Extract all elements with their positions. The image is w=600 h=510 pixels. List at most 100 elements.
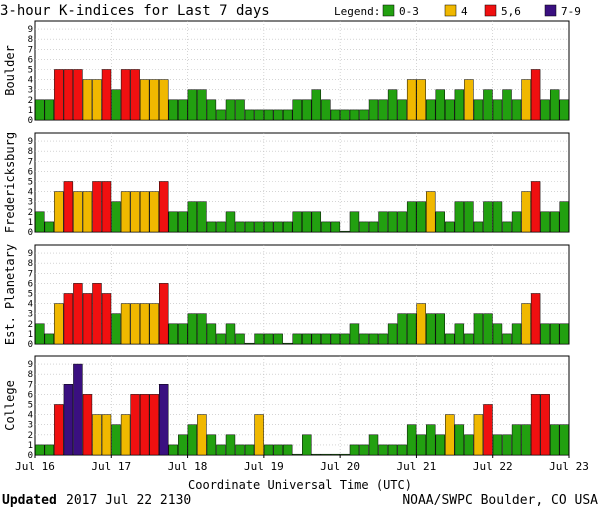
kp-bar — [73, 363, 83, 456]
kp-bar — [330, 453, 341, 456]
kp-bar — [216, 444, 226, 456]
kp-bar — [282, 109, 293, 121]
kp-bar — [159, 283, 169, 345]
kp-bar — [511, 424, 522, 456]
kp-bar — [35, 211, 45, 233]
kp-bar — [359, 444, 369, 456]
kp-bar — [321, 99, 331, 121]
kp-bar — [378, 333, 388, 345]
x-tick-label: Jul 16 — [15, 460, 55, 473]
kp-bar — [387, 211, 398, 233]
kp-bar — [340, 230, 350, 233]
kp-bar — [321, 333, 331, 345]
y-tick-label: 5 — [28, 177, 33, 187]
y-tick-label: 1 — [28, 441, 33, 451]
kp-bar — [397, 444, 407, 456]
kp-bar — [44, 444, 55, 456]
kp-bar — [464, 434, 474, 456]
kp-bar — [54, 404, 64, 456]
kp-bar — [63, 384, 74, 456]
legend-title: Legend: — [334, 5, 380, 18]
kp-bar — [120, 69, 131, 121]
kp-bar — [216, 221, 226, 233]
kp-bar — [292, 333, 302, 345]
kp-bar — [168, 323, 178, 345]
kp-bar — [311, 211, 322, 233]
kp-bar — [92, 414, 102, 456]
kp-bar — [159, 384, 169, 456]
x-tick-label: Jul 19 — [244, 460, 284, 473]
kp-bar — [349, 323, 360, 345]
kp-bar — [445, 414, 455, 456]
kp-bar — [311, 89, 322, 121]
kp-bar — [197, 89, 207, 121]
kp-bar — [101, 181, 112, 233]
kp-bar — [282, 444, 293, 456]
kp-bar — [178, 99, 188, 121]
kp-bar — [502, 333, 512, 345]
kp-bar — [149, 191, 159, 233]
kp-bar — [349, 211, 360, 233]
kp-bar — [159, 79, 169, 121]
kp-bar — [92, 181, 102, 233]
kp-bar — [359, 109, 369, 121]
kp-bar — [130, 303, 140, 345]
kp-bar — [368, 434, 379, 456]
kp-bar — [492, 323, 503, 345]
chart-legend: Legend: 0-3 4 5,6 7-9 — [334, 4, 581, 18]
y-tick-label: 9 — [28, 137, 33, 147]
y-tick-label: 4 — [28, 411, 33, 421]
kp-bar — [387, 323, 398, 345]
kp-bar — [54, 303, 64, 345]
kp-bar — [206, 99, 217, 121]
kp-bar — [54, 69, 64, 121]
kp-bar — [492, 434, 503, 456]
kp-bar — [35, 99, 45, 121]
kp-bar — [302, 333, 312, 345]
kp-bar — [225, 211, 236, 233]
y-tick-label: 5 — [28, 289, 33, 299]
kp-bar — [435, 313, 445, 345]
kp-bar — [397, 211, 407, 233]
kp-bar — [540, 99, 550, 121]
y-tick-label: 7 — [28, 157, 33, 167]
kp-bar — [63, 181, 74, 233]
chart-panels: 0123456789Boulder0123456789Fredericksbur… — [3, 20, 570, 461]
station-label: Fredericksburg — [3, 132, 17, 233]
kp-bar — [378, 211, 388, 233]
y-tick-label: 3 — [28, 310, 33, 320]
kp-bar — [559, 201, 569, 233]
kp-bar — [120, 191, 131, 233]
kp-bar — [101, 293, 112, 345]
kp-bar — [330, 221, 341, 233]
kp-bar — [445, 99, 455, 121]
kp-bar — [540, 394, 550, 456]
y-tick-label: 6 — [28, 279, 33, 289]
kp-bar — [292, 99, 302, 121]
kp-bar — [244, 109, 255, 121]
kp-bar — [416, 434, 426, 456]
kp-bar — [244, 444, 255, 456]
kp-bar — [273, 221, 283, 233]
kp-bar — [435, 89, 445, 121]
kp-bar — [263, 109, 274, 121]
kp-bar — [321, 453, 331, 456]
kp-bar — [235, 221, 245, 233]
kp-bar — [206, 323, 217, 345]
kp-bar — [426, 313, 436, 345]
kp-bar — [206, 434, 217, 456]
kp-bar — [187, 313, 198, 345]
kp-bar — [149, 303, 159, 345]
kp-bar — [111, 201, 121, 233]
kp-bar — [149, 394, 159, 456]
kp-bar — [349, 109, 360, 121]
kp-bar — [302, 99, 312, 121]
legend-item-label: 4 — [461, 5, 468, 18]
station-label: Est. Planetary — [3, 244, 17, 345]
kp-bar — [492, 99, 503, 121]
kp-bar — [416, 303, 426, 345]
y-tick-label: 2 — [28, 208, 33, 218]
kp-bar — [502, 434, 512, 456]
kp-bar — [187, 201, 198, 233]
